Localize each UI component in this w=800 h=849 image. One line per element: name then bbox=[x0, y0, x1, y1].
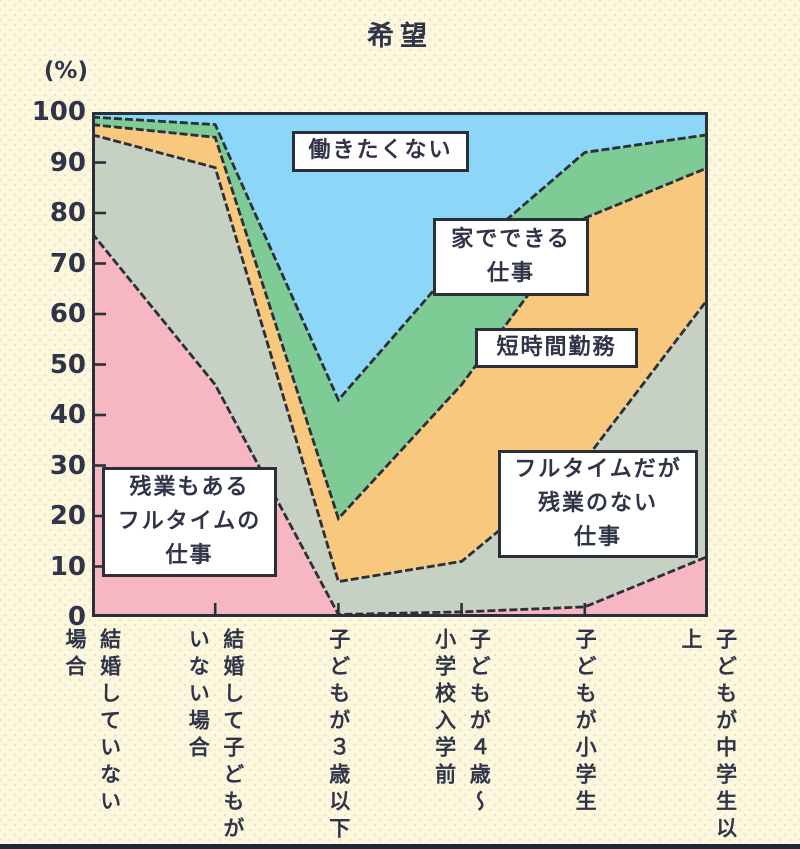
x-category-label: 子どもが中学生以上 bbox=[679, 628, 738, 844]
area-label-fulltime-overtime: 残業もある フルタイムの 仕事 bbox=[102, 467, 277, 577]
series-boundary-line-3 bbox=[92, 115, 708, 403]
x-category-label: 結婚していない 場合 bbox=[63, 628, 122, 817]
area-label-no-work: 働きたくない bbox=[292, 131, 469, 172]
y-tick-label: 60 bbox=[49, 299, 86, 329]
area-label-home-work: 家でできる 仕事 bbox=[433, 218, 589, 296]
series-boundary-line-1 bbox=[92, 133, 708, 584]
x-category-label: 子どもが小学生 bbox=[573, 628, 598, 817]
plot-border bbox=[92, 112, 708, 617]
area-label-short-hours: 短時間勤務 bbox=[475, 328, 638, 368]
x-category-label: 子どもが３歳以下 bbox=[326, 628, 351, 844]
x-category-label: 子どもが４歳〜 小学校入学前 bbox=[432, 628, 492, 817]
y-tick-label: 70 bbox=[49, 248, 86, 279]
y-tick-label: 100 bbox=[31, 97, 86, 127]
y-axis-unit-label: (%) bbox=[43, 58, 88, 84]
y-tick-label: 30 bbox=[49, 450, 86, 481]
y-tick-label: 50 bbox=[49, 349, 86, 380]
y-tick-label: 40 bbox=[49, 400, 86, 430]
x-category-label: 結婚して子どもが いない場合 bbox=[186, 628, 245, 844]
area-series-4 bbox=[92, 112, 708, 400]
series-boundary-line-2 bbox=[92, 123, 708, 522]
bottom-rule bbox=[0, 844, 800, 849]
series-boundary-line-0 bbox=[92, 232, 708, 616]
y-tick-label: 80 bbox=[49, 198, 86, 228]
y-tick-label: 0 bbox=[67, 602, 86, 632]
y-tick-label: 10 bbox=[49, 551, 86, 582]
chart-title: 希望 bbox=[367, 21, 433, 52]
area-series-3 bbox=[92, 117, 708, 519]
area-label-fulltime-no-overtime: フルタイムだが 残業のない 仕事 bbox=[498, 450, 698, 558]
y-tick-label: 20 bbox=[49, 501, 86, 531]
y-tick-label: 90 bbox=[49, 147, 86, 178]
